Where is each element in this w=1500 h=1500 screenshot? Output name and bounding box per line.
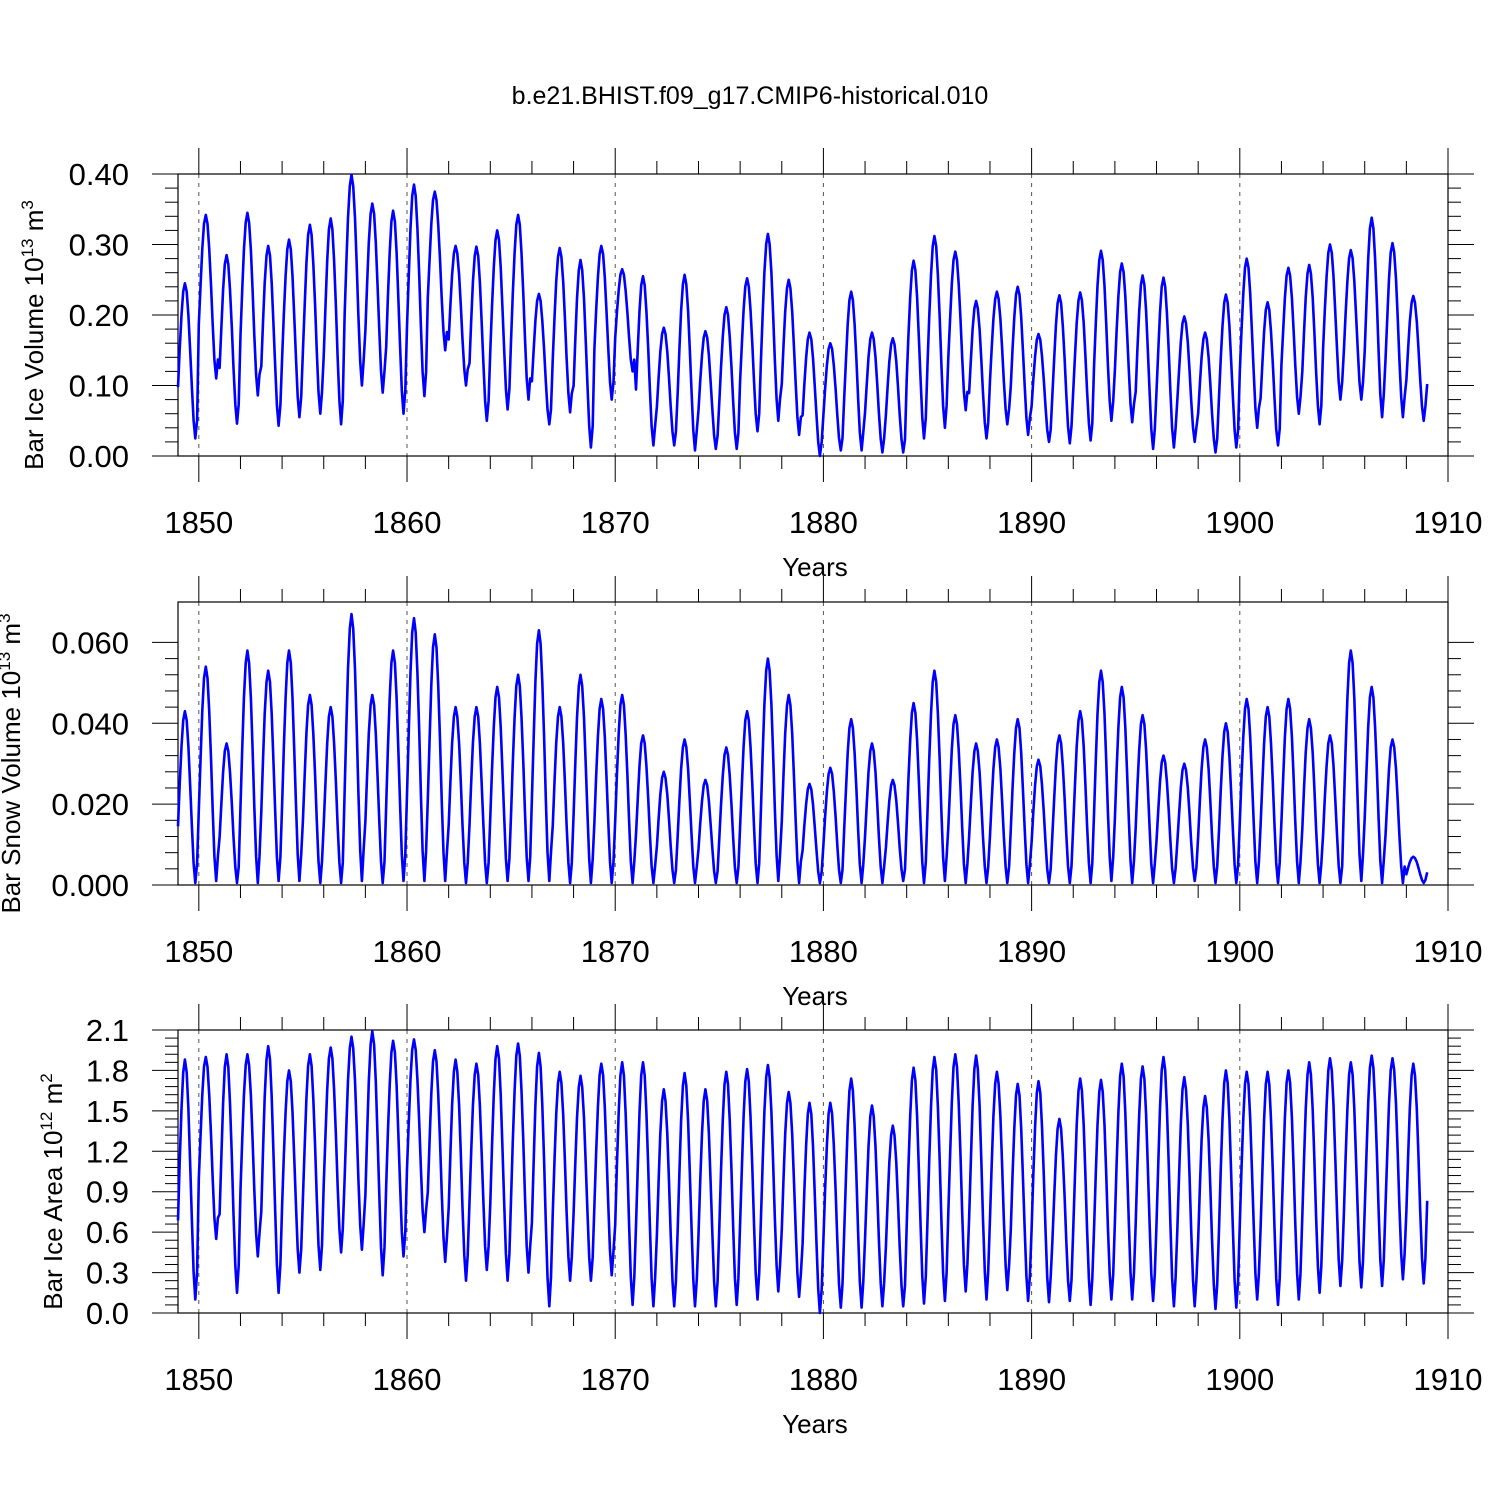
y-tick-label: 1.2 (86, 1134, 129, 1169)
y-tick-label: 0.00 (69, 439, 129, 474)
y-tick-label: 0.020 (51, 787, 129, 822)
y-tick-label: 0.20 (69, 298, 129, 333)
x-tick-label: 1850 (164, 505, 233, 540)
series-line (176, 1030, 1429, 1315)
series-line (176, 173, 1429, 458)
y-tick-label: 0.0 (86, 1296, 129, 1331)
x-tick-label: 1900 (1205, 505, 1274, 540)
y-tick-label: 0.9 (86, 1175, 129, 1210)
x-tick-label: 1870 (581, 1362, 650, 1397)
x-tick-label: 1910 (1414, 505, 1483, 540)
y-tick-label: 0.30 (69, 228, 129, 263)
x-tick-label: 1890 (997, 505, 1066, 540)
y-tick-label: 0.40 (69, 157, 129, 192)
x-tick-label: 1880 (789, 934, 858, 969)
chart-panel-1: 1850 1860 1870 1880 1890 1900 1910 0.00 0.10 0.20… (18, 148, 1482, 582)
y-axis-title: Bar Ice Volume 1013 m3 (18, 200, 49, 470)
y-axis-title: Bar Snow Volume 1013 m3 (0, 613, 26, 913)
x-tick-label: 1880 (789, 505, 858, 540)
y-tick-label: 1.8 (86, 1053, 129, 1088)
x-tick-label: 1900 (1205, 934, 1274, 969)
series-line (176, 612, 1429, 885)
y-axis-title: Bar Ice Area 1012 m2 (37, 1073, 68, 1310)
x-tick-label: 1870 (581, 934, 650, 969)
x-axis-title: Years (782, 981, 848, 1011)
x-tick-label: 1880 (789, 1362, 858, 1397)
x-tick-label: 1900 (1205, 1362, 1274, 1397)
y-tick-label: 0.10 (69, 369, 129, 404)
x-tick-label: 1850 (164, 934, 233, 969)
y-tick-label: 0.000 (51, 868, 129, 903)
x-tick-label: 1890 (997, 1362, 1066, 1397)
x-axis-title: Years (782, 552, 848, 582)
x-tick-label: 1910 (1414, 1362, 1483, 1397)
y-tick-label: 0.060 (51, 625, 129, 660)
plot-frame (177, 1029, 1449, 1314)
y-tick-label: 1.5 (86, 1094, 129, 1129)
x-tick-label: 1850 (164, 1362, 233, 1397)
x-tick-label: 1870 (581, 505, 650, 540)
chart-panel-2: 1850 1860 1870 1880 1890 1900 1910 0.000 0.020 0.… (0, 576, 1482, 1011)
y-tick-label: 0.6 (86, 1215, 129, 1250)
x-axis-title: Years (782, 1409, 848, 1439)
y-tick-label: 2.1 (86, 1013, 129, 1048)
x-tick-label: 1890 (997, 934, 1066, 969)
x-tick-label: 1910 (1414, 934, 1483, 969)
x-tick-label: 1860 (373, 934, 442, 969)
x-tick-label: 1860 (373, 1362, 442, 1397)
x-tick-label: 1860 (373, 505, 442, 540)
y-tick-label: 0.3 (86, 1256, 129, 1291)
chart-title: b.e21.BHIST.f09_g17.CMIP6-historical.010 (511, 82, 989, 110)
plot-frame (177, 601, 1449, 886)
y-tick-label: 0.040 (51, 706, 129, 741)
chart-panel-3: 1850 1860 1870 1880 1890 1900 1910 0.0 0.3 0.6 0.9… (37, 1004, 1482, 1439)
